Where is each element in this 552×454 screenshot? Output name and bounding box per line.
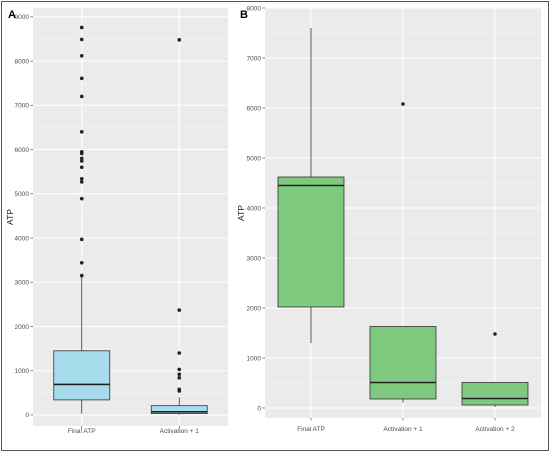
outlier-point [79,273,84,278]
y-tick-label: 0 [257,405,261,412]
y-tick-label: 6000 [247,105,262,112]
outlier-point [177,387,182,392]
y-tick-label: 7000 [15,103,30,110]
box-iqr [369,326,437,400]
outlier-point [79,165,84,170]
outlier-point [79,76,84,81]
outlier-point [79,37,84,42]
outlier-point [177,351,182,355]
panel-tag: A [8,9,16,21]
outlier-point [177,367,182,372]
y-tick-label: 4000 [15,235,30,242]
y-tick-label: 4000 [247,205,262,212]
y-tick-label: 2000 [247,305,262,312]
y-tick-label: 1000 [247,355,262,362]
y-tick-label: 3000 [247,255,262,262]
x-tick-label: Final ATP [297,426,325,433]
y-tick-label: 0 [25,412,29,419]
y-tick-label: 2000 [15,324,30,331]
outlier-point [79,149,84,154]
outlier-point [401,102,405,106]
outlier-point [177,308,182,312]
box-iqr [150,405,208,415]
box-iqr [461,382,529,406]
y-tick-label: 5000 [247,155,262,162]
y-axis-title: ATP [236,205,246,221]
x-tick-label: Activation + 1 [383,426,423,433]
y-tick-label: 6000 [15,147,30,154]
outlier-point [177,38,182,42]
y-tick-label: 5000 [15,191,30,198]
panel-a: 0 1000 2000 3000 4000 5000 6000 7000 8000 9000 Fin… [5,8,228,435]
box-iqr [53,350,111,401]
outlier-point [177,372,182,377]
box-iqr [277,176,345,308]
outlier-point [79,94,84,99]
outlier-point [79,237,84,242]
outlier-point [177,375,182,380]
outlier-point [79,53,84,58]
y-tick-label: 8000 [15,58,30,65]
outlier-point [79,176,84,181]
x-tick-label: Activation + 1 [160,428,200,435]
y-tick-label: 3000 [15,280,30,287]
outlier-point [79,25,84,30]
y-tick-label: 1000 [15,368,30,375]
y-tick-label: 9000 [15,14,30,21]
x-tick-label: Final ATP [68,428,96,435]
y-tick-label: 7000 [247,55,262,62]
y-tick-label: 8000 [247,5,262,12]
panel-b: 0 1000 2000 3000 4000 5000 6000 7000 8000 Final A… [236,5,541,433]
outlier-point [79,260,84,265]
outlier-point [79,196,84,201]
outlier-point [79,159,84,163]
outlier-point [79,156,84,161]
outlier-point [79,180,84,184]
outlier-point [493,332,497,336]
panel-tag: B [240,9,248,21]
y-axis-title: ATP [5,209,15,225]
x-tick-label: Activation + 2 [475,426,515,433]
outlier-point [79,130,84,134]
